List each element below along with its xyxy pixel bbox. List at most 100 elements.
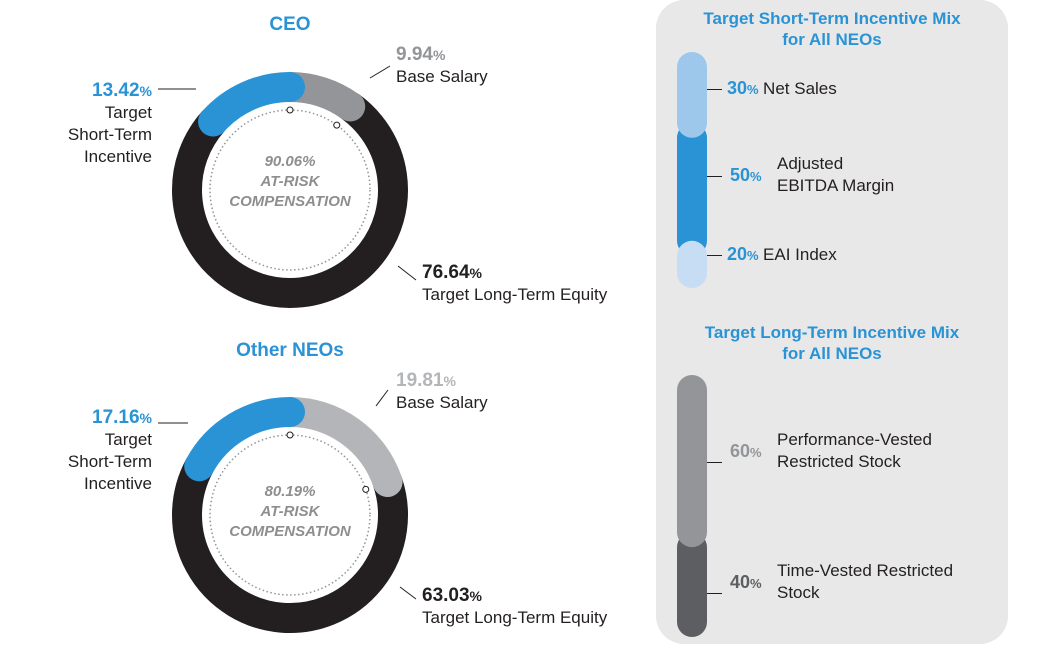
neos-sti-line2: Short-Term	[67, 452, 152, 471]
sti-eai-label: EAI Index	[763, 245, 837, 264]
neos-base-salary-value: 19.81	[396, 370, 444, 391]
neos-lte-segment	[172, 451, 408, 633]
sti-net-sales-sign: %	[747, 82, 759, 97]
sti-ebitda-line2: EBITDA Margin	[777, 176, 895, 195]
sti-item-net-sales: 30% Net Sales	[707, 78, 1007, 100]
lti-pvrs-tick	[707, 450, 737, 468]
neos-lte-text: Target Long-Term Equity	[422, 608, 608, 627]
ceo-sti-line3: Incentive	[83, 147, 152, 166]
ceo-lte-segment	[172, 91, 408, 308]
segment-marker	[333, 121, 341, 129]
neos-sti-value: 17.16	[92, 407, 140, 428]
ceo-base-salary-value: 9.94	[396, 44, 433, 65]
neos-at-risk-line1: AT-RISK	[260, 503, 320, 520]
lti-pvrs-value: 60%	[730, 441, 762, 462]
sti-ebitda-number: 50	[730, 165, 751, 185]
sti-ebitda-line1: Adjusted	[777, 154, 844, 173]
lti-tvrs-bar-segment	[677, 532, 707, 637]
lti-tvrs-number: 40	[730, 572, 751, 592]
lti-item-pvrs: Performance-Vested Restricted Stock	[777, 429, 932, 473]
lti-pvrs-line1: Performance-Vested	[777, 430, 932, 449]
ceo-at-risk-line2: COMPENSATION	[229, 193, 351, 210]
neos-sti-sign: %	[139, 410, 152, 426]
ceo-at-risk-line1: AT-RISK	[260, 173, 320, 190]
lti-tvrs-sign: %	[750, 576, 762, 591]
ceo-lte-leader	[397, 265, 417, 281]
ceo-chart-title: CEO	[269, 14, 311, 35]
sti-net-sales-value: 30%	[727, 78, 759, 98]
sti-eai-tick	[707, 255, 722, 257]
lti-mix-title-line2: for All NEOs	[782, 344, 882, 363]
neos-at-risk-value: 80.19%	[264, 483, 316, 500]
neos-base-salary-sign: %	[443, 373, 456, 389]
neos-base-salary-leader	[375, 389, 389, 407]
neos-lte-value: 63.03	[422, 585, 470, 606]
neos-base-salary-segment	[275, 397, 403, 498]
neos-sti-segment	[184, 397, 305, 482]
neos-base-salary-label: 19.81% Base Salary	[396, 370, 488, 414]
sti-net-sales-bar-segment	[677, 52, 707, 138]
ceo-lte-value: 76.64	[422, 262, 470, 283]
lti-tvrs-tick	[707, 581, 737, 599]
lti-pvrs-bar-segment	[677, 375, 707, 548]
sti-item-eai: 20% EAI Index	[707, 244, 1007, 266]
neos-base-salary-text: Base Salary	[396, 393, 488, 412]
lti-pvrs-line2: Restricted Stock	[777, 452, 901, 471]
lti-mix-stacked-bar	[677, 375, 707, 637]
neos-at-risk-label: 80.19% AT-RISK COMPENSATION	[210, 482, 370, 542]
sti-eai-number: 20	[727, 244, 748, 264]
ceo-at-risk-value: 90.06%	[264, 153, 316, 170]
ceo-base-salary-label: 9.94% Base Salary	[396, 44, 488, 88]
ceo-donut-chart	[172, 72, 408, 308]
ceo-sti-value: 13.42	[92, 80, 140, 101]
neos-lte-sign: %	[469, 588, 482, 604]
sti-net-sales-tick	[707, 89, 722, 91]
lti-tvrs-value: 40%	[730, 572, 762, 593]
ceo-sti-leader	[158, 88, 196, 90]
sti-ebitda-sign: %	[750, 169, 762, 184]
lti-mix-title: Target Long-Term Incentive Mix for All N…	[656, 322, 1008, 364]
ceo-lte-label: 76.64% Target Long-Term Equity	[422, 262, 607, 306]
lti-tvrs-line2: Stock	[777, 583, 820, 602]
neos-sti-line3: Incentive	[83, 474, 152, 493]
lti-tvrs-line1: Time-Vested Restricted	[777, 561, 954, 580]
ceo-at-risk-label: 90.06% AT-RISK COMPENSATION	[210, 152, 370, 212]
ceo-lte-text: Target Long-Term Equity	[422, 285, 608, 304]
lti-item-tvrs: Time-Vested Restricted Stock	[777, 560, 953, 604]
ceo-sti-line1: Target	[104, 103, 152, 122]
sti-item-ebitda: Adjusted EBITDA Margin	[777, 153, 894, 197]
lti-pvrs-sign: %	[750, 445, 762, 460]
ceo-base-salary-text: Base Salary	[396, 67, 488, 86]
incentive-mix-panel	[656, 0, 1008, 644]
sti-mix-stacked-bar	[677, 52, 707, 288]
neos-sti-label: 17.16% Target Short-Term Incentive	[40, 407, 152, 495]
sti-ebitda-bar-segment	[677, 122, 707, 256]
lti-pvrs-number: 60	[730, 441, 751, 461]
ceo-sti-segment	[198, 72, 305, 137]
sti-item-ebitda-tick	[707, 164, 737, 182]
ceo-base-salary-sign: %	[432, 47, 446, 63]
neos-donut-chart	[172, 397, 408, 633]
neos-sti-line1: Target	[104, 430, 152, 449]
neos-lte-label: 63.03% Target Long-Term Equity	[422, 585, 607, 629]
neos-sti-leader	[158, 422, 188, 424]
neos-lte-leader	[399, 586, 417, 600]
ceo-sti-line2: Short-Term	[67, 125, 152, 144]
neos-at-risk-line2: COMPENSATION	[229, 523, 351, 540]
ceo-lte-sign: %	[469, 265, 482, 281]
sti-eai-value: 20%	[727, 244, 759, 264]
sti-net-sales-number: 30	[727, 78, 748, 98]
ceo-base-salary-leader	[369, 65, 391, 79]
segment-marker	[362, 485, 370, 493]
segment-marker	[286, 106, 294, 114]
sti-net-sales-label: Net Sales	[763, 79, 837, 98]
sti-mix-title-line2: for All NEOs	[782, 30, 882, 49]
sti-ebitda-value: 50%	[730, 165, 762, 186]
sti-eai-sign: %	[747, 248, 759, 263]
sti-mix-title-line1: Target Short-Term Incentive Mix	[703, 9, 961, 28]
lti-mix-title-line1: Target Long-Term Incentive Mix	[704, 323, 960, 342]
sti-eai-bar-segment	[677, 240, 707, 288]
neos-chart-title: Other NEOs	[236, 340, 344, 361]
sti-mix-title: Target Short-Term Incentive Mix for All …	[656, 8, 1008, 50]
ceo-sti-label: 13.42% Target Short-Term Incentive	[40, 80, 152, 168]
